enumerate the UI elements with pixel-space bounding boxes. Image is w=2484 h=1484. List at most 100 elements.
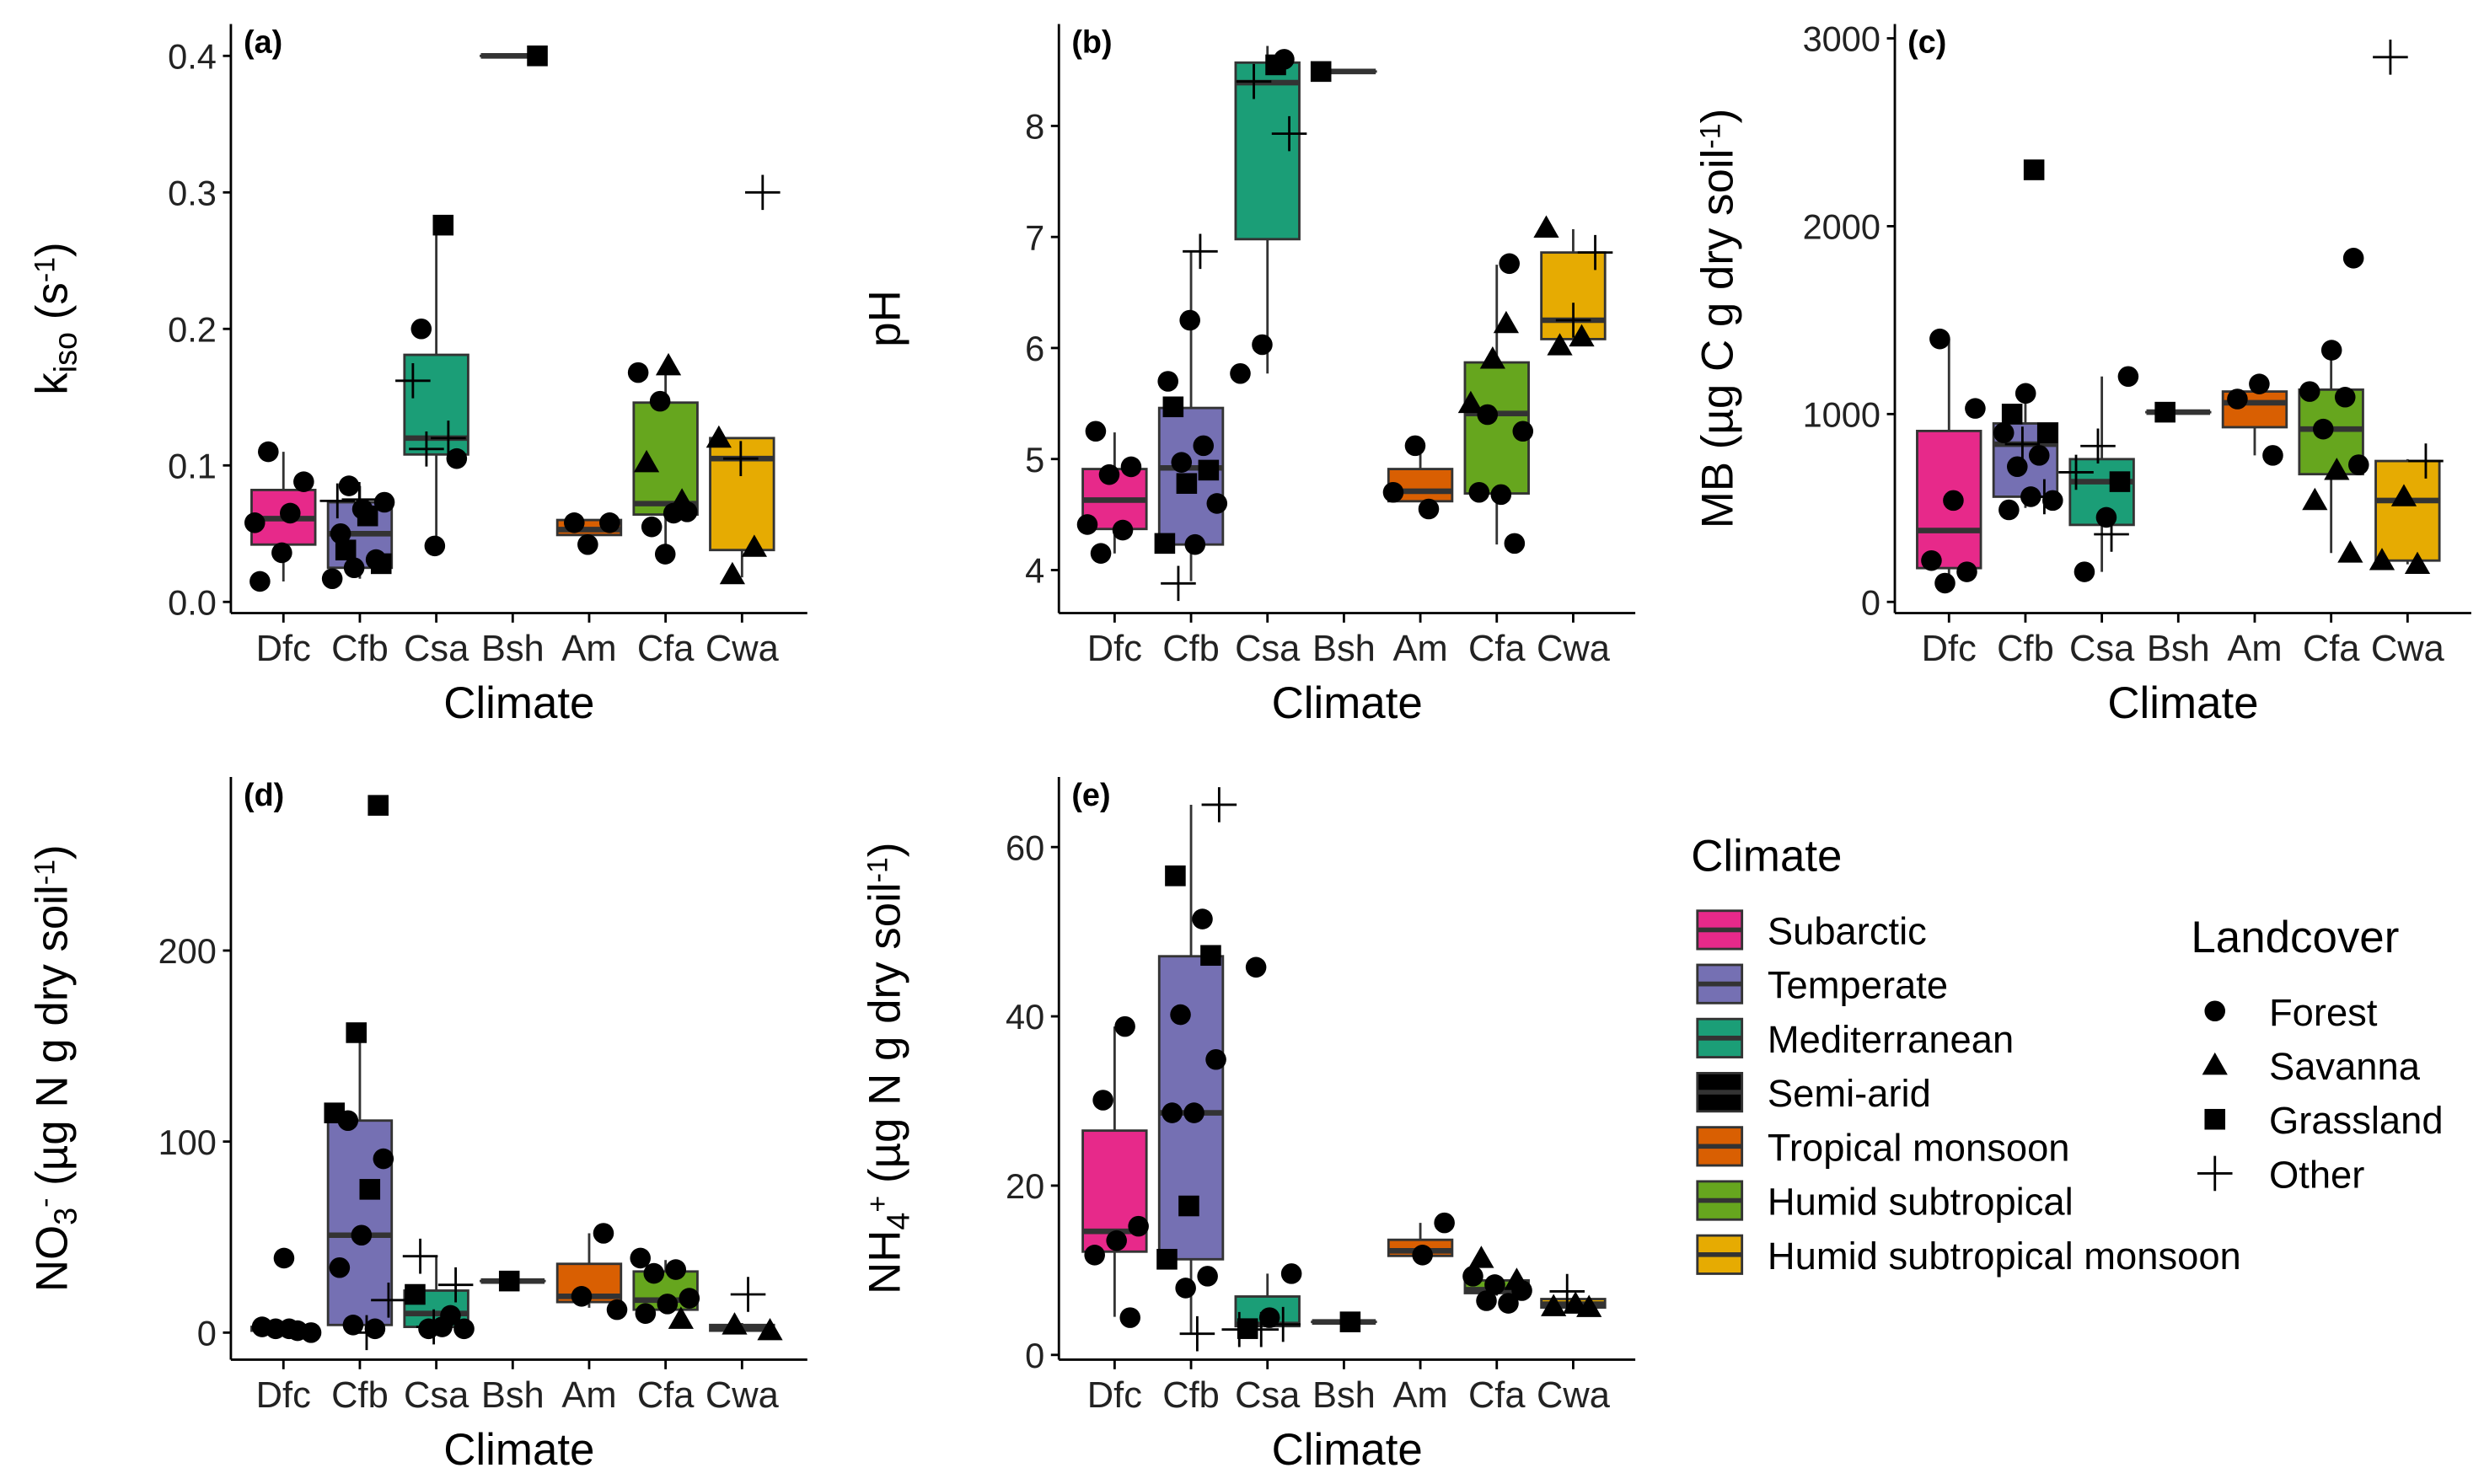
legend-label: Other xyxy=(2269,1153,2364,1196)
forest-point xyxy=(1998,499,2020,521)
forest-point xyxy=(1175,1278,1196,1299)
savanna-point xyxy=(655,352,682,376)
x-tick-label: Dfc xyxy=(256,1375,311,1416)
y-tick-label: 200 xyxy=(158,931,217,971)
forest-point xyxy=(1106,1230,1127,1251)
panel-b: 4 5 6 7 8 Dfc Cfb Csa Bsh Am Cfa Cwa Climate (b) pH xyxy=(860,24,1636,728)
x-tick-label: Cfb xyxy=(1162,1375,1220,1416)
x-tick-label: Bsh xyxy=(481,629,545,669)
y-tick-label: 3000 xyxy=(1803,19,1880,59)
other-point xyxy=(371,1283,406,1318)
forest-point xyxy=(593,1223,614,1244)
forest-point xyxy=(1183,1102,1204,1123)
grassland-point xyxy=(1176,473,1198,494)
other-point xyxy=(2373,40,2408,75)
grassland-point xyxy=(1200,945,1221,967)
y-tick-label: 0.1 xyxy=(168,446,217,485)
forest-point xyxy=(1098,463,1120,485)
savanna-point xyxy=(2202,1052,2228,1075)
forest-point xyxy=(453,1318,475,1340)
grassland-point xyxy=(1265,54,1286,76)
forest-point xyxy=(2334,387,2356,408)
forest-point xyxy=(630,1247,652,1269)
forest-point xyxy=(1434,1212,1455,1234)
other-point xyxy=(745,174,781,211)
forest-point xyxy=(1468,481,1490,503)
forest-point xyxy=(1412,1245,1433,1266)
forest-point xyxy=(2227,388,2248,410)
other-point xyxy=(402,1238,438,1274)
y-axis-title-part: pH xyxy=(860,290,909,347)
y-tick-label: 0 xyxy=(1025,1336,1044,1375)
x-tick-label: Cwa xyxy=(1537,1375,1611,1416)
forest-point xyxy=(1171,452,1193,473)
x-axis-title: Climate xyxy=(443,1425,594,1475)
forest-point xyxy=(343,557,365,579)
forest-point xyxy=(337,1110,359,1132)
x-tick-label: Bsh xyxy=(481,1375,545,1416)
savanna-point xyxy=(633,449,660,473)
y-axis-title: NO3- (µg N g dry soil-1) xyxy=(27,844,83,1292)
x-axis-title: Climate xyxy=(1272,1425,1423,1475)
x-tick-label: Csa xyxy=(1235,1375,1301,1416)
x-tick-label: Csa xyxy=(1235,629,1301,669)
other-point xyxy=(1236,63,1272,99)
legend-label: Humid subtropical monsoon xyxy=(1768,1235,2241,1278)
savanna-point xyxy=(1547,333,1573,356)
forest-point xyxy=(1511,1280,1532,1301)
forest-point xyxy=(627,362,649,383)
x-tick-label: Cfa xyxy=(637,1375,695,1416)
forest-point xyxy=(635,1303,657,1324)
y-axis-title-part: k xyxy=(27,372,77,395)
forest-point xyxy=(606,1299,628,1321)
x-tick-label: Cwa xyxy=(705,629,780,669)
other-point xyxy=(395,363,431,399)
savanna-point xyxy=(1533,215,1559,238)
savanna-point xyxy=(1493,310,1520,334)
forest-point xyxy=(1252,334,1273,356)
x-tick-label: Am xyxy=(1393,629,1448,669)
forest-point xyxy=(643,1262,665,1284)
x-tick-label: Bsh xyxy=(1312,1375,1376,1416)
grassland-point xyxy=(1162,396,1184,418)
forest-point xyxy=(1484,1274,1505,1295)
forest-point xyxy=(330,522,351,544)
panel-tag: (b) xyxy=(1071,25,1112,61)
y-axis-title-part: (s xyxy=(27,282,77,332)
x-tick-label: Am xyxy=(2227,629,2282,669)
forest-point xyxy=(2342,248,2364,269)
savanna-point xyxy=(705,425,732,448)
y-tick-label: 6 xyxy=(1025,329,1044,368)
iqr-box xyxy=(709,437,775,552)
y-tick-label: 1000 xyxy=(1803,394,1880,434)
forest-point xyxy=(1114,1015,1135,1037)
panel-a: 0.0 0.1 0.2 0.3 0.4 Dfc Cfb Csa Bsh Am Cfa Cwa Clima… xyxy=(27,24,807,728)
forest-point xyxy=(1490,484,1512,506)
y-tick-label: 0 xyxy=(197,1313,217,1353)
grassland-point xyxy=(1310,61,1332,83)
grassland-point xyxy=(432,214,454,236)
x-axis-title: Climate xyxy=(443,678,594,728)
forest-point xyxy=(2204,1000,2226,1022)
forest-point xyxy=(2074,561,2095,582)
other-point xyxy=(1221,1311,1258,1347)
x-tick-label: Csa xyxy=(2069,629,2135,669)
legend-label: Forest xyxy=(2269,991,2378,1034)
grassland-point xyxy=(2154,401,2176,423)
grassland-point xyxy=(357,505,378,527)
y-axis-title-part: -1 xyxy=(29,257,61,282)
y-tick-label: 2000 xyxy=(1803,207,1880,247)
box-Am xyxy=(555,1233,623,1308)
savanna-point xyxy=(1541,1294,1567,1316)
y-axis-title-part: ) xyxy=(27,242,77,257)
savanna-point xyxy=(1479,346,1505,369)
y-tick-label: 8 xyxy=(1025,107,1044,147)
grassland-point xyxy=(405,1283,426,1305)
forest-point xyxy=(571,1286,593,1307)
grassland-point xyxy=(368,795,389,816)
forest-point xyxy=(1162,1102,1183,1123)
forest-point xyxy=(364,1318,386,1340)
forest-point xyxy=(329,1257,351,1278)
forest-point xyxy=(654,544,676,565)
savanna-point xyxy=(2302,487,2328,511)
